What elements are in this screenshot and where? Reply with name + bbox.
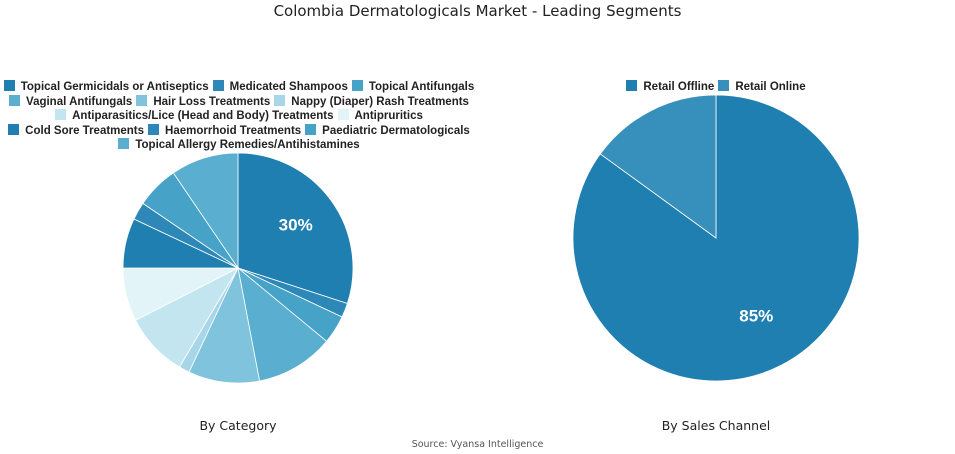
- legend-label: Antipruritics: [354, 110, 423, 122]
- source-note: Source: Vyansa Intelligence: [411, 439, 544, 450]
- legend-label: Paediatric Dermatologicals: [322, 124, 470, 137]
- legend-swatch: [148, 123, 160, 135]
- slice-percent-label: 85%: [739, 306, 773, 325]
- legend-swatch: [351, 80, 363, 91]
- legend-item: Topical Antifungals: [351, 80, 475, 95]
- caption-by-sales-channel: By Sales Channel: [661, 418, 771, 433]
- legend-label: Vaginal Antifungals: [26, 95, 133, 108]
- pie-slice: [237, 266, 328, 382]
- legend-item: Retail Online: [718, 80, 806, 95]
- legend-item: Hair Loss Treatments: [136, 94, 271, 110]
- legend-swatch: [274, 94, 286, 106]
- legend-swatch: [8, 123, 20, 135]
- legend-label: Topical Germicidals or Antiseptics: [20, 81, 209, 93]
- legend-row: Topical Germicidals or Antiseptics Medica…: [0, 80, 478, 95]
- legend-swatch: [3, 80, 15, 91]
- legend-item: Topical Allergy Remedies/Antihistamines: [118, 138, 360, 153]
- chart-title: Colombia Dermatologicals Market - Leadin…: [273, 2, 682, 20]
- legend-swatch: [212, 80, 224, 91]
- pie-slice: [172, 152, 239, 270]
- legend-item: Nappy (Diaper) Rash Treatments: [274, 94, 469, 110]
- legend-swatch: [337, 109, 349, 120]
- legend-label: Topical Allergy Remedies/Antihistamines: [135, 139, 360, 151]
- legend-item: Cold Sore Treatments: [8, 123, 145, 139]
- pie-slice: [572, 94, 860, 382]
- legend-label: Antiparasitics/Lice (Head and Body) Trea…: [72, 110, 334, 122]
- legend-item: Vaginal Antifungals: [9, 94, 133, 110]
- legend-label: Topical Antifungals: [368, 81, 475, 93]
- legend-swatch: [305, 123, 317, 135]
- legend-row: Cold Sore Treatments Haemorrhoid Treatmen…: [0, 123, 478, 139]
- slice-percent-label: 30%: [279, 216, 313, 235]
- legend-item: Medicated Shampoos: [212, 80, 348, 95]
- legend-item: Paediatric Dermatologicals: [305, 123, 470, 139]
- legend-label: Retail Online: [735, 81, 806, 93]
- legend-label: Haemorrhoid Treatments: [165, 124, 302, 137]
- legend-row: Vaginal Antifungals Hair Loss Treatments N…: [0, 94, 478, 110]
- legend-label: Retail Offline: [643, 81, 715, 93]
- legend-by-category: Topical Germicidals or Antiseptics Medica…: [0, 80, 478, 153]
- legend-swatch: [626, 80, 638, 91]
- pie-slice: [188, 266, 261, 384]
- legend-swatch: [136, 94, 148, 106]
- legend-item: Antiparasitics/Lice (Head and Body) Trea…: [55, 109, 334, 124]
- legend-item: Antipruritics: [337, 109, 423, 124]
- legend-swatch: [55, 109, 67, 120]
- pie-slice: [237, 152, 354, 305]
- legend-label: Hair Loss Treatments: [153, 95, 271, 108]
- legend-swatch: [118, 138, 130, 149]
- legend-item: Retail Offline: [626, 80, 714, 95]
- legend-swatch: [9, 94, 21, 106]
- legend-row: Retail Offline Retail Online: [478, 80, 954, 95]
- legend-row: Topical Allergy Remedies/Antihistamines: [0, 138, 478, 153]
- caption-by-category: By Category: [199, 418, 277, 433]
- legend-row: Antiparasitics/Lice (Head and Body) Trea…: [0, 109, 478, 124]
- legend-item: Topical Germicidals or Antiseptics: [3, 80, 209, 95]
- legend-label: Nappy (Diaper) Rash Treatments: [291, 95, 469, 108]
- legend-label: Cold Sore Treatments: [25, 124, 145, 137]
- legend-swatch: [718, 80, 730, 91]
- legend-item: Haemorrhoid Treatments: [148, 123, 302, 139]
- legend-by-sales-channel: Retail Offline Retail Online: [478, 80, 954, 95]
- legend-label: Medicated Shampoos: [229, 81, 348, 93]
- pie-slice: [599, 94, 717, 239]
